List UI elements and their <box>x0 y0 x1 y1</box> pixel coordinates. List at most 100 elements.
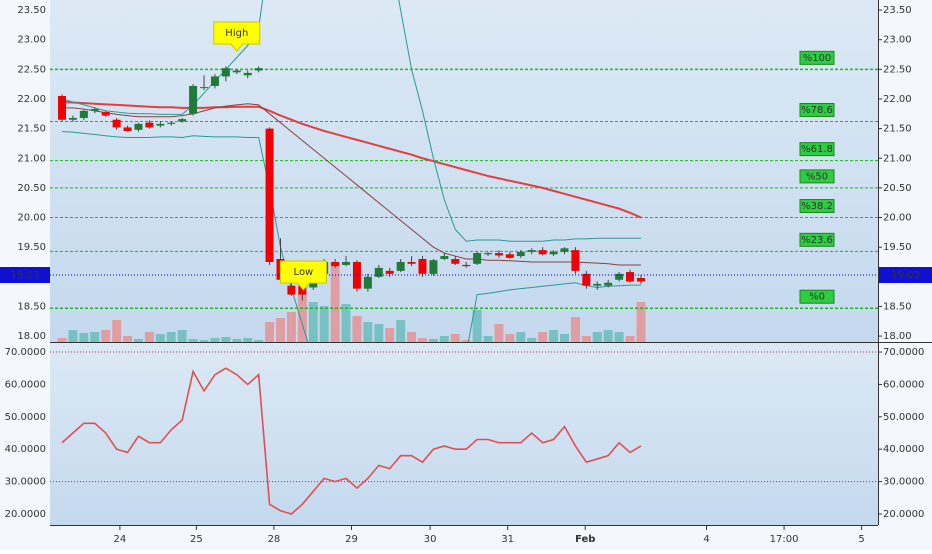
candle-body <box>156 123 165 126</box>
y-tick-label: 22.50 <box>17 64 46 75</box>
x-tick-label: 4 <box>703 534 709 545</box>
volume-bar <box>439 336 449 342</box>
fib-label-box <box>799 169 835 184</box>
y-tick-label: 21.00 <box>17 153 46 164</box>
candle-body <box>243 72 252 76</box>
volume-bar <box>79 333 89 342</box>
candle-body <box>210 76 219 86</box>
rsi-tick-label: 40.0000 <box>5 444 46 455</box>
candle-body <box>254 68 263 71</box>
y-tick-label: 19.50 <box>883 242 912 253</box>
volume-bar <box>527 338 537 342</box>
callout-box <box>279 260 327 291</box>
candle-body <box>516 251 525 257</box>
volume-bar <box>90 332 100 342</box>
rsi-tick-label: 70.0000 <box>883 347 924 358</box>
candle-body <box>68 117 77 120</box>
y-tick-label: 20.00 <box>883 213 912 224</box>
y-tick-label: 20.00 <box>17 213 46 224</box>
y-tick-label: 23.50 <box>17 5 46 16</box>
volume-bar <box>188 339 198 342</box>
rsi-line <box>61 367 642 515</box>
candle-body <box>101 112 110 116</box>
volume-bar <box>297 292 307 342</box>
indicator-line <box>61 0 641 242</box>
rsi-tick-label: 30.0000 <box>883 477 924 488</box>
volume-bar <box>144 332 154 342</box>
candle-body <box>134 123 143 130</box>
volume-bar <box>428 339 438 342</box>
indicator-line <box>61 131 641 342</box>
candle-body <box>593 283 602 286</box>
volume-bar <box>68 330 78 342</box>
volume-bar <box>603 330 613 342</box>
candle-body <box>79 110 88 118</box>
fib-label-box <box>799 289 835 304</box>
candle-body <box>429 260 438 274</box>
candle-body <box>407 261 416 264</box>
candle-body <box>494 253 503 256</box>
candle-body <box>484 253 493 255</box>
candle-body <box>90 109 99 111</box>
x-tick-label: 29 <box>345 534 358 545</box>
volume-bar <box>417 338 427 342</box>
volume-bar <box>570 317 580 342</box>
y-tick-label: 22.00 <box>883 94 912 105</box>
callout-label: Low <box>294 267 314 278</box>
volume-bar <box>396 320 406 342</box>
candle-body <box>505 254 514 258</box>
volume-bar <box>341 304 351 342</box>
volume-bar <box>352 316 362 342</box>
volume-bar <box>133 339 143 342</box>
rsi-tick-label: 50.0000 <box>883 412 924 423</box>
y-tick-label: 18.00 <box>17 331 46 342</box>
volume-bar <box>319 306 329 342</box>
candle-body <box>123 127 132 131</box>
candle-body <box>626 272 635 282</box>
candle-body <box>451 259 460 264</box>
volume-bar <box>494 324 504 342</box>
volume-bar <box>516 332 526 342</box>
y-tick-label: 18.50 <box>883 301 912 312</box>
candle-body <box>560 248 569 252</box>
candle-body <box>571 250 580 271</box>
x-tick-label: 5 <box>858 534 864 545</box>
rsi-tick-label: 40.0000 <box>883 444 924 455</box>
candle-body <box>462 264 471 267</box>
candle-body <box>331 261 340 267</box>
volume-bar <box>374 324 384 342</box>
rsi-tick-label: 20.0000 <box>5 509 46 520</box>
candle-body <box>396 261 405 271</box>
volume-bar <box>538 332 548 342</box>
candle-body <box>167 122 176 124</box>
volume-bar <box>123 336 133 342</box>
x-tick-label: 25 <box>190 534 203 545</box>
volume-bar <box>461 340 471 342</box>
candle-body <box>200 87 209 89</box>
y-tick-label: 22.50 <box>883 64 912 75</box>
volume-bar <box>407 332 417 342</box>
volume-bar <box>385 328 395 342</box>
candle-body <box>363 276 372 289</box>
candle-body <box>221 68 230 77</box>
y-tick-label: 19.50 <box>17 242 46 253</box>
y-tick-label: 21.50 <box>17 124 46 135</box>
y-tick-label: 18.00 <box>883 331 912 342</box>
y-tick-label: 21.50 <box>883 124 912 135</box>
volume-bar <box>57 338 67 342</box>
volume-bar <box>199 340 209 342</box>
candle-body <box>604 282 613 286</box>
fib-label-box <box>799 103 835 118</box>
fib-label: %100 <box>803 53 832 64</box>
last-price-box <box>879 267 932 284</box>
candle-body <box>178 119 187 122</box>
candle-body <box>385 270 394 274</box>
candle-body <box>549 251 558 255</box>
callout-box <box>213 21 261 52</box>
fib-label: %78.6 <box>801 105 833 116</box>
volume-bar <box>636 302 646 342</box>
candle-body <box>112 119 121 128</box>
fib-label-box <box>799 199 835 214</box>
volume-bar <box>286 312 296 342</box>
